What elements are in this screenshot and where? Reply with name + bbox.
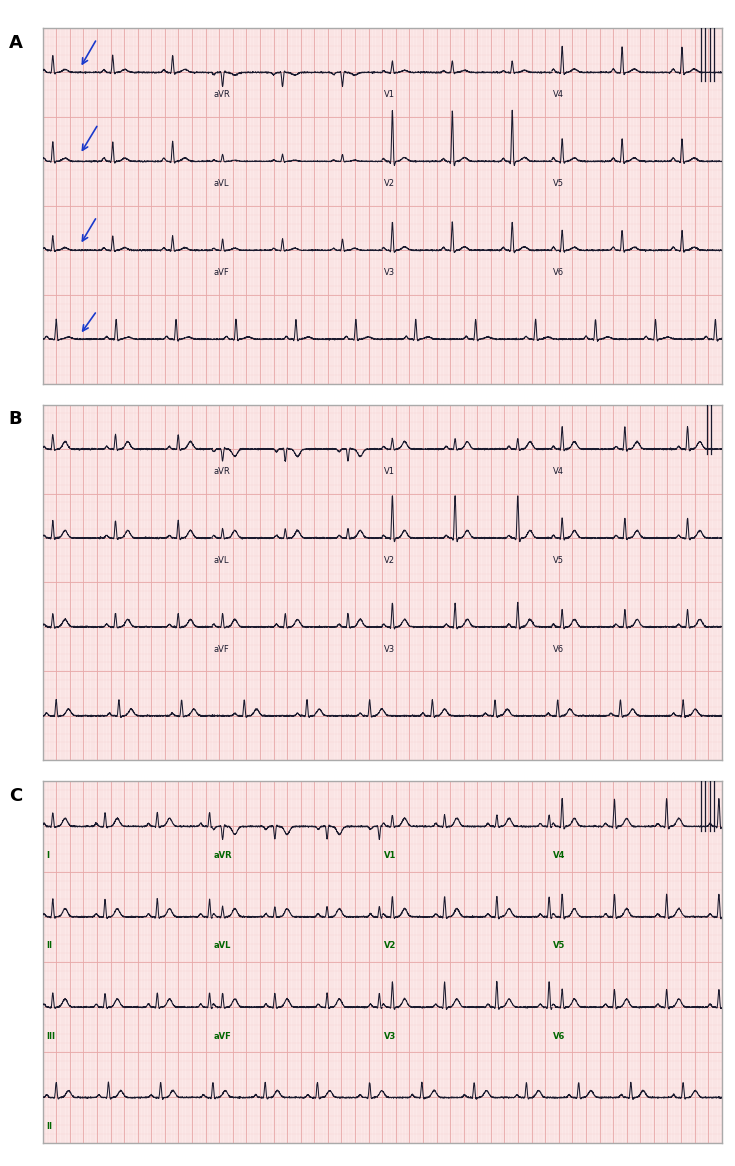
Text: V2: V2: [384, 556, 395, 564]
Text: V2: V2: [384, 941, 396, 950]
Text: aVF: aVF: [214, 268, 229, 278]
Text: III: III: [46, 1032, 55, 1041]
Text: aVL: aVL: [214, 556, 229, 564]
Text: aVL: aVL: [214, 180, 229, 188]
Text: aVR: aVR: [214, 90, 231, 99]
Text: aVF: aVF: [214, 1032, 232, 1041]
Text: II: II: [46, 1122, 52, 1131]
Text: aVR: aVR: [214, 851, 232, 861]
Text: V2: V2: [384, 180, 395, 188]
Text: II: II: [46, 941, 52, 950]
Text: V4: V4: [553, 851, 566, 861]
Text: C: C: [9, 787, 22, 805]
Text: aVF: aVF: [214, 645, 229, 654]
Text: V6: V6: [553, 268, 564, 278]
Text: V5: V5: [553, 556, 564, 564]
Text: I: I: [46, 851, 49, 861]
Text: V6: V6: [553, 1032, 566, 1041]
Text: V4: V4: [553, 466, 564, 476]
Text: V5: V5: [553, 941, 566, 950]
Text: V3: V3: [384, 645, 395, 654]
Text: V6: V6: [553, 645, 564, 654]
Text: B: B: [9, 410, 23, 428]
Text: A: A: [9, 34, 23, 51]
Text: V1: V1: [384, 851, 396, 861]
Text: V4: V4: [553, 90, 564, 99]
Text: V3: V3: [384, 1032, 396, 1041]
Text: aVL: aVL: [214, 941, 231, 950]
Text: aVR: aVR: [214, 466, 231, 476]
Text: V1: V1: [384, 90, 395, 99]
Text: V3: V3: [384, 268, 395, 278]
Text: V5: V5: [553, 180, 564, 188]
Text: V1: V1: [384, 466, 395, 476]
